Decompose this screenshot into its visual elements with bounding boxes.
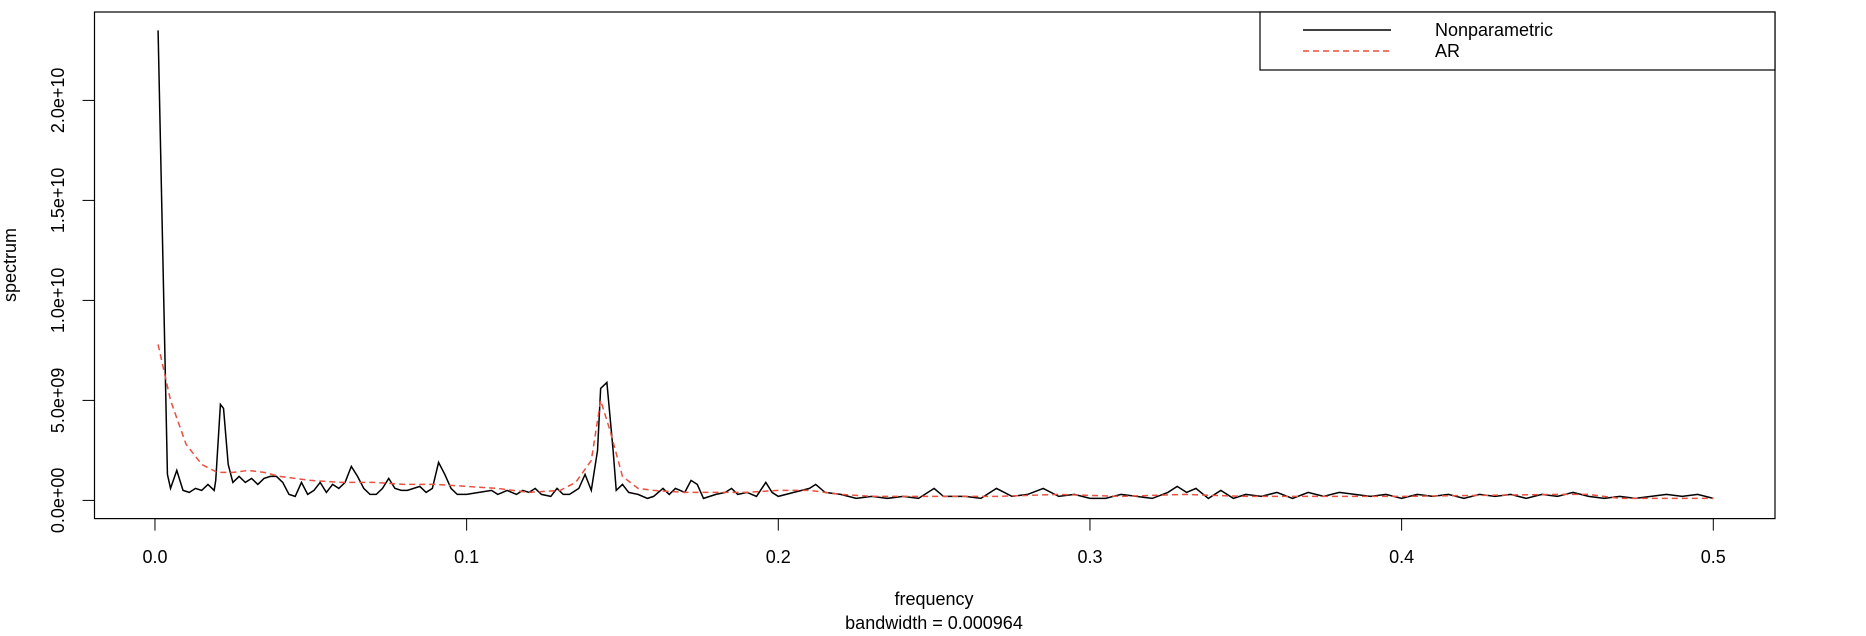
y-tick-label: 0.0e+00 [48,468,68,534]
x-tick-label: 0.2 [766,547,791,567]
series-line [157,30,1714,500]
y-axis-label: spectrum [0,228,20,302]
legend-box [1259,11,1776,71]
y-tick-label: 2.0e+10 [48,68,68,134]
x-tick-label: 0.1 [454,547,479,567]
x-axis-label: frequency [894,589,973,609]
y-tick-label: 1.5e+10 [48,168,68,234]
x-tick-label: 0.5 [1701,547,1726,567]
y-tick-label: 1.0e+10 [48,268,68,334]
legend-label: Nonparametric [1435,20,1553,40]
x-tick-label: 0.4 [1389,547,1414,567]
legend-label: AR [1435,41,1460,61]
subtitle: bandwidth = 0.000964 [845,613,1023,633]
y-tick-label: 5.0e+09 [48,368,68,434]
x-tick-label: 0.0 [142,547,167,567]
x-tick-label: 0.3 [1077,547,1102,567]
plot-frame [93,11,1776,520]
series-line [157,344,1714,500]
